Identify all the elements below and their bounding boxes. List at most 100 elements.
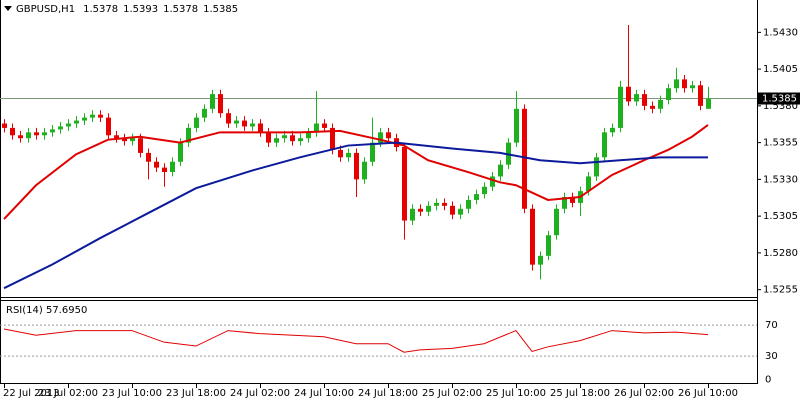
x-tick-label: 23 Jul 18:00: [166, 388, 226, 399]
candle-body: [66, 123, 71, 127]
candle-body: [210, 94, 215, 109]
candle-body: [346, 152, 351, 158]
candle-body: [338, 149, 343, 158]
y-tick-label: 1.5305: [763, 211, 798, 222]
x-tick-label: 23 Jul 02:00: [38, 388, 98, 399]
candle-body: [18, 135, 23, 139]
candle-body: [298, 138, 303, 142]
moving-average: [3, 124, 709, 220]
candle-body: [410, 208, 415, 221]
y-tick-label: 1.5430: [763, 27, 798, 38]
candle-body: [2, 123, 7, 128]
x-tick-label: 26 Jul 10:00: [678, 388, 738, 399]
candle-body: [498, 164, 503, 177]
candle-body: [234, 120, 239, 124]
candle-body: [426, 205, 431, 212]
candle-body: [698, 85, 703, 106]
candle-body: [650, 105, 655, 109]
y-tick-label: 1.5255: [763, 285, 798, 296]
candle-body: [146, 152, 151, 162]
candle-body: [666, 88, 671, 100]
candle-body: [98, 114, 103, 118]
moving-average: [3, 141, 708, 290]
x-tick-label: 25 Jul 18:00: [550, 388, 610, 399]
header-open: 1.5378: [83, 4, 118, 15]
candle-body: [626, 86, 631, 102]
y-tick-label: 30: [765, 351, 778, 362]
candle-body: [634, 94, 639, 102]
candle-body: [34, 132, 39, 136]
candle-body: [642, 94, 647, 106]
candle-body: [586, 176, 591, 192]
candle-body: [530, 208, 535, 265]
x-tick-label: 25 Jul 02:00: [422, 388, 482, 399]
last-price-label: 1.5385: [762, 94, 797, 105]
candle-body: [370, 142, 375, 162]
candle-body: [50, 129, 55, 133]
candle-body: [362, 161, 367, 180]
candle-body: [682, 79, 687, 89]
x-tick-label: 24 Jul 02:00: [230, 388, 290, 399]
y-tick-label: 1.5405: [763, 64, 798, 75]
candle-body: [250, 123, 255, 127]
candle-body: [434, 202, 439, 206]
y-tick-label: 1.5330: [763, 174, 798, 185]
candle-body: [386, 132, 391, 139]
candle-body: [546, 235, 551, 256]
candle-body: [514, 108, 519, 143]
candle-body: [82, 117, 87, 121]
header-low: 1.5378: [163, 4, 198, 15]
x-tick-label: 22 Jul 2013: [3, 388, 60, 399]
candle-body: [122, 138, 127, 142]
candle-body: [482, 186, 487, 195]
x-tick-label: 24 Jul 18:00: [358, 388, 418, 399]
last-price-box: [758, 92, 800, 105]
candle-body: [466, 199, 471, 209]
candle-body: [618, 86, 623, 128]
candle-body: [178, 142, 183, 162]
candle-body: [442, 202, 447, 206]
x-tick-label: 26 Jul 02:00: [614, 388, 674, 399]
chart-header: GBPUSD,H1 1.5378 1.5393 1.5378 1.5385: [16, 4, 238, 15]
candle-body: [290, 135, 295, 142]
header-close: 1.5385: [203, 4, 238, 15]
candle-body: [458, 208, 463, 215]
rsi-line: [3, 328, 709, 353]
candle-body: [282, 135, 287, 139]
candle-body: [570, 197, 575, 203]
candle-body: [594, 157, 599, 177]
candle-body: [106, 117, 111, 136]
candle-body: [42, 132, 47, 136]
candle-body: [418, 208, 423, 212]
candle-body: [538, 255, 543, 265]
candle-body: [226, 113, 231, 124]
candle-body: [58, 126, 63, 130]
candle-body: [170, 161, 175, 173]
candle-body: [354, 152, 359, 180]
candle-body: [10, 127, 15, 136]
candle-body: [266, 132, 271, 143]
candle-body: [690, 85, 695, 89]
candle-body: [602, 132, 607, 158]
candle-body: [402, 147, 407, 221]
rsi-title: RSI(14) 57.6950: [6, 305, 87, 316]
x-tick-label: 25 Jul 10:00: [486, 388, 546, 399]
y-tick-label: 0: [765, 374, 771, 385]
candle-body: [162, 167, 167, 173]
candle-body: [202, 108, 207, 118]
x-tick-label: 24 Jul 10:00: [294, 388, 354, 399]
y-tick-label: 1.5355: [763, 138, 798, 149]
y-tick-label: 1.5380: [763, 101, 798, 112]
x-tick-label: 23 Jul 10:00: [102, 388, 162, 399]
candle-body: [114, 135, 119, 139]
candle-body: [490, 176, 495, 187]
y-tick-label: 70: [765, 320, 778, 331]
candle-body: [674, 79, 679, 89]
candle-body: [378, 132, 383, 143]
candle-body: [314, 123, 319, 133]
candle-body: [610, 127, 615, 133]
candle-body: [218, 94, 223, 114]
y-tick-label: 1.5280: [763, 248, 798, 259]
